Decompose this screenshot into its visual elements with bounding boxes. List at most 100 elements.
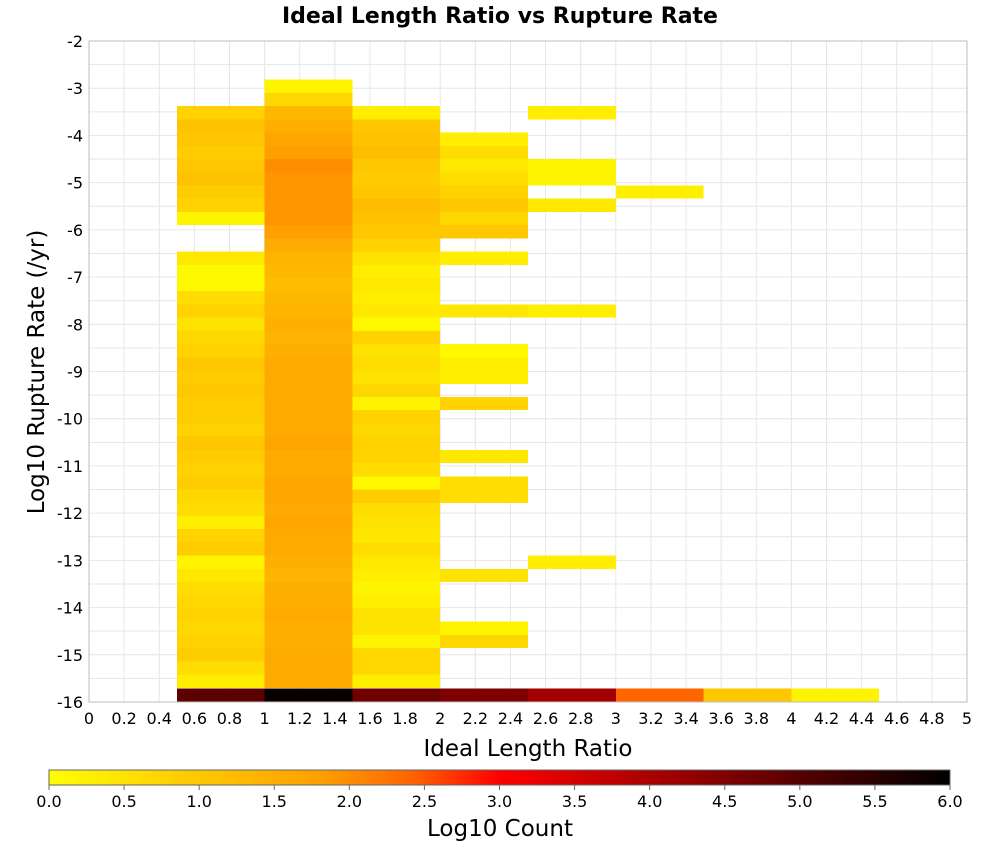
heatmap-cell bbox=[264, 515, 353, 530]
heatmap-cell bbox=[176, 489, 265, 503]
x-tick-label: 1.4 bbox=[322, 709, 347, 728]
x-tick-label: 1.8 bbox=[392, 709, 417, 728]
heatmap-cell bbox=[440, 621, 528, 635]
chart-title: Ideal Length Ratio vs Rupture Rate bbox=[282, 4, 718, 29]
x-tick-label: 3.4 bbox=[673, 709, 698, 728]
heatmap-cell bbox=[264, 674, 353, 688]
heatmap-cell bbox=[264, 436, 353, 450]
heatmap-cell bbox=[176, 423, 265, 437]
x-tick-label: 3.6 bbox=[708, 709, 733, 728]
heatmap-cell bbox=[176, 304, 265, 318]
heatmap-cell bbox=[352, 648, 441, 662]
heatmap-cell bbox=[176, 370, 265, 384]
x-tick-label: 4.2 bbox=[814, 709, 839, 728]
heatmap-cell bbox=[352, 225, 441, 239]
x-tick-label: 0 bbox=[84, 709, 94, 728]
x-tick-label: 3.2 bbox=[638, 709, 663, 728]
heatmap-cell bbox=[352, 449, 441, 464]
y-tick-label: -8 bbox=[67, 315, 83, 334]
heatmap-cell bbox=[352, 264, 441, 279]
heatmap-cell bbox=[264, 476, 353, 490]
colorbar-tick-label: 5.5 bbox=[862, 792, 887, 811]
heatmap-cell bbox=[528, 555, 616, 569]
colorbar-tick-label: 3.0 bbox=[487, 792, 512, 811]
x-tick-label: 2.8 bbox=[568, 709, 593, 728]
heatmap-cell bbox=[352, 410, 441, 424]
heatmap-cell bbox=[352, 502, 441, 516]
heatmap-cell bbox=[352, 370, 441, 384]
heatmap-cell bbox=[440, 476, 528, 490]
heatmap-cell bbox=[264, 132, 353, 146]
heatmap-cell bbox=[264, 449, 353, 464]
colorbar-tick-label: 6.0 bbox=[937, 792, 962, 811]
heatmap-cell bbox=[176, 688, 265, 702]
heatmap-cell bbox=[440, 145, 528, 160]
heatmap-cell bbox=[176, 529, 265, 543]
heatmap-cell bbox=[352, 145, 441, 160]
y-tick-label: -15 bbox=[57, 646, 83, 665]
heatmap-cell bbox=[176, 515, 265, 530]
heatmap-cell bbox=[176, 172, 265, 186]
heatmap-cell bbox=[264, 463, 353, 477]
heatmap-cell bbox=[352, 291, 441, 305]
heatmap-cell bbox=[176, 502, 265, 516]
x-tick-label: 1 bbox=[260, 709, 270, 728]
heatmap-cell bbox=[264, 119, 353, 133]
heatmap-cell bbox=[352, 608, 441, 622]
heatmap-cell bbox=[352, 555, 441, 569]
heatmap-cell bbox=[264, 396, 353, 411]
heatmap-cell bbox=[352, 621, 441, 635]
y-tick-label: -3 bbox=[67, 79, 83, 98]
heatmap-cell bbox=[176, 568, 265, 583]
x-tick-label: 2.4 bbox=[498, 709, 523, 728]
heatmap-cell bbox=[352, 436, 441, 450]
heatmap-cell bbox=[176, 251, 265, 265]
y-tick-label: -14 bbox=[57, 599, 83, 618]
heatmap-cell bbox=[440, 568, 528, 583]
heatmap-cell bbox=[264, 304, 353, 318]
heatmap-cell bbox=[264, 92, 353, 107]
heatmap-cell bbox=[440, 132, 528, 146]
heatmap-cell bbox=[352, 251, 441, 265]
heatmap-cell bbox=[176, 211, 265, 226]
heatmap-cell bbox=[264, 634, 353, 649]
y-tick-label: -10 bbox=[57, 410, 83, 429]
x-tick-label: 1.6 bbox=[357, 709, 382, 728]
colorbar-tick-label: 4.5 bbox=[712, 792, 737, 811]
heatmap-cell bbox=[176, 396, 265, 411]
colorbar-tick-label: 1.5 bbox=[262, 792, 287, 811]
y-tick-label: -4 bbox=[67, 126, 83, 145]
heatmap-cell bbox=[440, 396, 528, 411]
heatmap-cell bbox=[176, 119, 265, 133]
heatmap-cell bbox=[176, 410, 265, 424]
heatmap-cell bbox=[352, 211, 441, 226]
heatmap-cell bbox=[352, 595, 441, 609]
heatmap-cell bbox=[176, 542, 265, 556]
heatmap-cell bbox=[264, 79, 353, 93]
x-tick-label: 3 bbox=[611, 709, 621, 728]
heatmap-cell bbox=[440, 211, 528, 226]
y-axis-ticks: -2 -3 -4 -5 -6 -7 -8 -9 -10 -11 -12 -13 -14 -15 -16 bbox=[57, 32, 83, 712]
heatmap-cell bbox=[176, 608, 265, 622]
y-tick-label: -6 bbox=[67, 221, 83, 240]
heatmap-cell bbox=[264, 568, 353, 583]
colorbar-tick-label: 1.0 bbox=[186, 792, 211, 811]
heatmap-cell bbox=[176, 449, 265, 464]
y-tick-label: -12 bbox=[57, 504, 83, 523]
heatmap-cell bbox=[352, 159, 441, 173]
heatmap-cell bbox=[615, 185, 704, 199]
heatmap-cell bbox=[264, 489, 353, 503]
x-tick-label: 0.2 bbox=[111, 709, 136, 728]
heatmap-cell bbox=[176, 278, 265, 292]
colorbar-tick-label: 5.0 bbox=[787, 792, 812, 811]
heatmap-cell bbox=[264, 582, 353, 596]
heatmap-cell bbox=[264, 423, 353, 437]
heatmap-cell bbox=[176, 555, 265, 569]
heatmap-cell bbox=[264, 225, 353, 239]
heatmap-cell bbox=[176, 330, 265, 345]
heatmap-cell bbox=[352, 119, 441, 133]
x-tick-label: 1.2 bbox=[287, 709, 312, 728]
heatmap-cell bbox=[528, 304, 616, 318]
heatmap-cell bbox=[264, 211, 353, 226]
